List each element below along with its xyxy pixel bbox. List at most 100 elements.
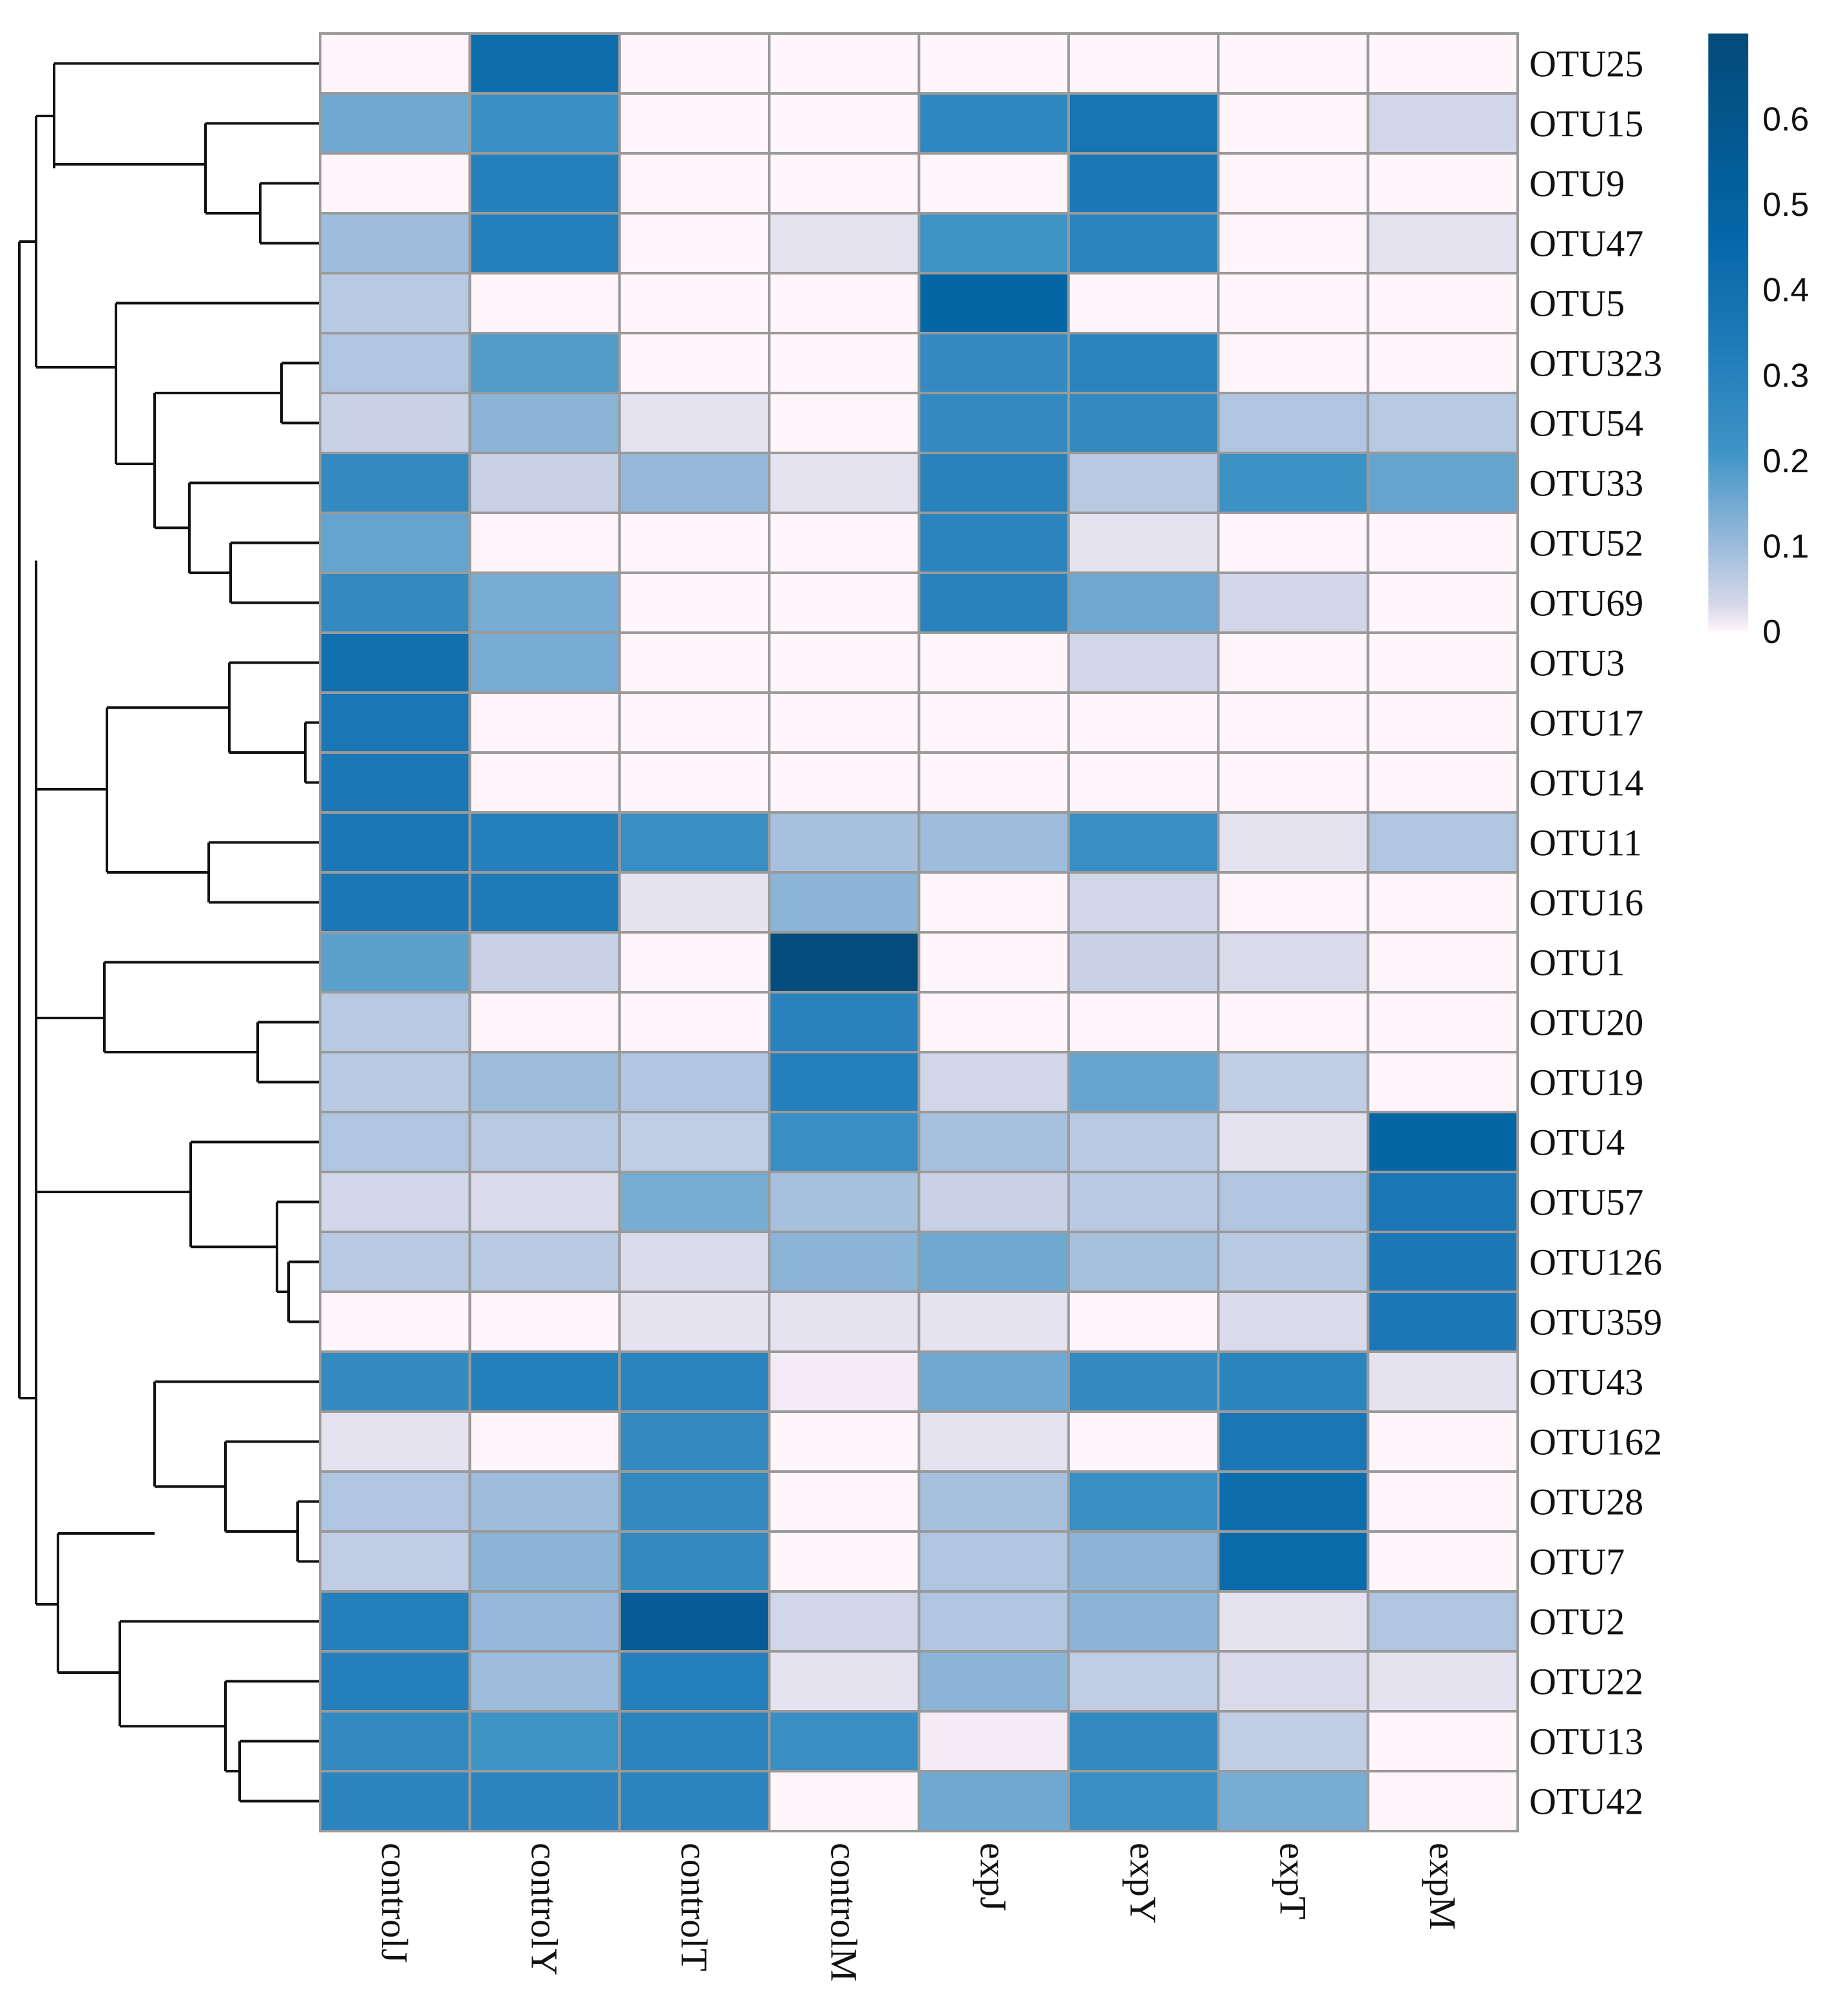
heatmap-cell-OTU13-controlM bbox=[768, 1710, 921, 1772]
heatmap-cell-OTU52-controlT bbox=[618, 512, 771, 574]
heatmap-cell-OTU16-expM bbox=[1366, 871, 1519, 934]
heatmap-cell-OTU57-controlM bbox=[768, 1171, 921, 1233]
heatmap-cell-OTU7-expT bbox=[1217, 1530, 1370, 1593]
heatmap-cell-OTU17-expY bbox=[1067, 691, 1220, 754]
heatmap-cell-OTU323-controlT bbox=[618, 332, 771, 394]
heatmap-cell-OTU1-controlM bbox=[768, 931, 921, 994]
heatmap-cell-OTU42-expM bbox=[1366, 1770, 1519, 1832]
heatmap-cell-OTU359-expT bbox=[1217, 1291, 1370, 1353]
heatmap-cell-OTU52-expY bbox=[1067, 512, 1220, 574]
heatmap-cell-OTU17-expJ bbox=[917, 691, 1070, 754]
heatmap-cell-OTU14-controlT bbox=[618, 751, 771, 814]
row-label: OTU162 bbox=[1529, 1421, 1662, 1463]
heatmap-cell-OTU54-controlM bbox=[768, 392, 921, 454]
heatmap-cell-OTU9-controlT bbox=[618, 152, 771, 215]
heatmap-cell-OTU126-controlY bbox=[468, 1231, 621, 1293]
column-label: controlJ bbox=[374, 1843, 415, 1963]
heatmap-cell-OTU162-expM bbox=[1366, 1410, 1519, 1473]
heatmap-cell-OTU162-expJ bbox=[917, 1410, 1070, 1473]
heatmap-cell-OTU52-controlM bbox=[768, 512, 921, 574]
heatmap-cell-OTU19-controlT bbox=[618, 1051, 771, 1113]
heatmap-cell-OTU17-controlT bbox=[618, 691, 771, 754]
row-label: OTU54 bbox=[1529, 403, 1643, 445]
heatmap-cell-OTU28-controlJ bbox=[319, 1470, 472, 1533]
row-label: OTU14 bbox=[1529, 762, 1643, 804]
column-label: expT bbox=[1272, 1843, 1313, 1919]
heatmap-cell-OTU2-controlM bbox=[768, 1590, 921, 1653]
heatmap-cell-OTU47-controlT bbox=[618, 212, 771, 274]
heatmap-cell-OTU20-controlY bbox=[468, 991, 621, 1053]
row-label: OTU20 bbox=[1529, 1002, 1643, 1044]
heatmap-cell-OTU19-expT bbox=[1217, 1051, 1370, 1113]
heatmap-cell-OTU359-controlM bbox=[768, 1291, 921, 1353]
heatmap-cell-OTU20-controlT bbox=[618, 991, 771, 1053]
heatmap-cell-OTU54-expM bbox=[1366, 392, 1519, 454]
heatmap-cell-OTU28-expY bbox=[1067, 1470, 1220, 1533]
heatmap-cell-OTU25-controlY bbox=[468, 32, 621, 95]
heatmap-cell-OTU57-expY bbox=[1067, 1171, 1220, 1233]
heatmap-cell-OTU54-controlJ bbox=[319, 392, 472, 454]
heatmap-cell-OTU33-expJ bbox=[917, 452, 1070, 514]
heatmap-cell-OTU5-expY bbox=[1067, 272, 1220, 334]
heatmap-cell-OTU25-expJ bbox=[917, 32, 1070, 95]
heatmap-cell-OTU359-controlT bbox=[618, 1291, 771, 1353]
heatmap-cell-OTU16-expT bbox=[1217, 871, 1370, 934]
heatmap-cell-OTU52-controlJ bbox=[319, 512, 472, 574]
colorbar-tick-label: 0.1 bbox=[1762, 528, 1809, 565]
heatmap-cell-OTU126-controlM bbox=[768, 1231, 921, 1293]
heatmap-cell-OTU2-controlY bbox=[468, 1590, 621, 1653]
heatmap-cell-OTU14-controlJ bbox=[319, 751, 472, 814]
heatmap-cell-OTU15-controlY bbox=[468, 92, 621, 155]
heatmap-cell-OTU22-expY bbox=[1067, 1650, 1220, 1713]
row-label: OTU17 bbox=[1529, 702, 1643, 744]
heatmap-cell-OTU1-expJ bbox=[917, 931, 1070, 994]
heatmap-cell-OTU359-controlJ bbox=[319, 1291, 472, 1353]
heatmap-cell-OTU17-controlM bbox=[768, 691, 921, 754]
heatmap-cell-OTU28-controlT bbox=[618, 1470, 771, 1533]
heatmap-cell-OTU54-expY bbox=[1067, 392, 1220, 454]
heatmap-cell-OTU16-controlT bbox=[618, 871, 771, 934]
row-label: OTU57 bbox=[1529, 1182, 1643, 1224]
heatmap-cell-OTU20-controlM bbox=[768, 991, 921, 1053]
heatmap-cell-OTU3-expJ bbox=[917, 631, 1070, 694]
heatmap-cell-OTU19-expJ bbox=[917, 1051, 1070, 1113]
heatmap-cell-OTU162-expY bbox=[1067, 1410, 1220, 1473]
row-label: OTU52 bbox=[1529, 523, 1643, 564]
heatmap-cell-OTU359-expJ bbox=[917, 1291, 1070, 1353]
heatmap-cell-OTU3-controlM bbox=[768, 631, 921, 694]
heatmap-cell-OTU33-expM bbox=[1366, 452, 1519, 514]
heatmap-cell-OTU13-controlT bbox=[618, 1710, 771, 1772]
heatmap-cell-OTU5-controlM bbox=[768, 272, 921, 334]
heatmap-cell-OTU43-controlT bbox=[618, 1350, 771, 1413]
heatmap-cell-OTU11-expT bbox=[1217, 811, 1370, 874]
heatmap-cell-OTU17-expM bbox=[1366, 691, 1519, 754]
row-label: OTU5 bbox=[1529, 283, 1625, 325]
row-label: OTU19 bbox=[1529, 1062, 1643, 1104]
heatmap-cell-OTU33-controlT bbox=[618, 452, 771, 514]
heatmap-cell-OTU33-controlY bbox=[468, 452, 621, 514]
heatmap-cell-OTU42-controlT bbox=[618, 1770, 771, 1832]
heatmap-cells bbox=[319, 32, 1519, 1832]
heatmap-cell-OTU1-controlT bbox=[618, 931, 771, 994]
heatmap-cell-OTU9-controlJ bbox=[319, 152, 472, 215]
heatmap-cell-OTU323-controlY bbox=[468, 332, 621, 394]
row-label: OTU22 bbox=[1529, 1661, 1643, 1703]
heatmap-cell-OTU22-controlJ bbox=[319, 1650, 472, 1713]
heatmap-cell-OTU47-expY bbox=[1067, 212, 1220, 274]
heatmap-cell-OTU17-controlJ bbox=[319, 691, 472, 754]
column-labels: controlJ controlY controlT controlM expJ expY… bbox=[374, 1843, 1464, 1982]
heatmap-cell-OTU1-controlJ bbox=[319, 931, 472, 994]
heatmap-cell-OTU25-controlM bbox=[768, 32, 921, 95]
heatmap-cell-OTU3-controlY bbox=[468, 631, 621, 694]
heatmap-cell-OTU4-expT bbox=[1217, 1111, 1370, 1173]
colorbar-tick-label: 0.5 bbox=[1762, 186, 1809, 224]
column-label: expM bbox=[1422, 1843, 1464, 1930]
heatmap-cell-OTU2-controlJ bbox=[319, 1590, 472, 1653]
heatmap-cell-OTU16-controlM bbox=[768, 871, 921, 934]
row-label: OTU33 bbox=[1529, 463, 1643, 504]
heatmap-cell-OTU54-expT bbox=[1217, 392, 1370, 454]
heatmap-cell-OTU4-controlM bbox=[768, 1111, 921, 1173]
heatmap-cell-OTU15-expY bbox=[1067, 92, 1220, 155]
heatmap-cell-OTU7-controlJ bbox=[319, 1530, 472, 1593]
